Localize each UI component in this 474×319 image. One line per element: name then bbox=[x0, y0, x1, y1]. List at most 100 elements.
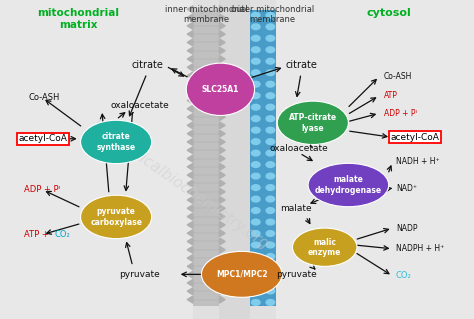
Circle shape bbox=[252, 185, 260, 190]
Text: malate: malate bbox=[281, 204, 312, 213]
Text: inner mitochondrial
membrane: inner mitochondrial membrane bbox=[165, 5, 247, 24]
Polygon shape bbox=[187, 279, 193, 286]
Polygon shape bbox=[219, 188, 225, 195]
Circle shape bbox=[252, 58, 260, 64]
Polygon shape bbox=[219, 80, 225, 87]
Polygon shape bbox=[187, 105, 193, 112]
Polygon shape bbox=[187, 72, 193, 79]
Polygon shape bbox=[187, 89, 193, 96]
Polygon shape bbox=[187, 230, 193, 237]
Circle shape bbox=[252, 265, 260, 271]
Text: Co-ASH: Co-ASH bbox=[28, 93, 60, 102]
Circle shape bbox=[266, 93, 274, 99]
Polygon shape bbox=[219, 263, 225, 270]
Polygon shape bbox=[219, 255, 225, 262]
Circle shape bbox=[252, 35, 260, 41]
Circle shape bbox=[266, 173, 274, 179]
Circle shape bbox=[252, 300, 260, 305]
Text: ATP: ATP bbox=[384, 91, 398, 100]
Text: malic
enzyme: malic enzyme bbox=[308, 238, 341, 257]
Circle shape bbox=[266, 81, 274, 87]
Circle shape bbox=[252, 81, 260, 87]
Circle shape bbox=[266, 162, 274, 167]
Polygon shape bbox=[187, 122, 193, 129]
Text: cytosol: cytosol bbox=[366, 8, 411, 18]
Polygon shape bbox=[219, 6, 225, 13]
Polygon shape bbox=[187, 56, 193, 63]
Circle shape bbox=[252, 173, 260, 179]
Polygon shape bbox=[187, 130, 193, 137]
Circle shape bbox=[252, 254, 260, 259]
Circle shape bbox=[266, 265, 274, 271]
Polygon shape bbox=[219, 72, 225, 79]
Circle shape bbox=[266, 116, 274, 122]
Polygon shape bbox=[219, 56, 225, 63]
Bar bbox=[193, 10, 219, 306]
Polygon shape bbox=[219, 22, 225, 29]
Ellipse shape bbox=[308, 163, 389, 207]
Circle shape bbox=[252, 219, 260, 225]
Circle shape bbox=[252, 196, 260, 202]
Text: MPC1/MPC2: MPC1/MPC2 bbox=[216, 270, 267, 279]
Circle shape bbox=[266, 300, 274, 305]
Circle shape bbox=[252, 24, 260, 30]
Polygon shape bbox=[187, 255, 193, 262]
Polygon shape bbox=[187, 288, 193, 295]
Polygon shape bbox=[187, 39, 193, 46]
Polygon shape bbox=[187, 163, 193, 170]
Circle shape bbox=[266, 208, 274, 213]
Text: citrate: citrate bbox=[131, 60, 163, 70]
Polygon shape bbox=[187, 80, 193, 87]
Polygon shape bbox=[219, 213, 225, 220]
Polygon shape bbox=[219, 31, 225, 38]
Polygon shape bbox=[219, 271, 225, 278]
Circle shape bbox=[266, 104, 274, 110]
Circle shape bbox=[252, 47, 260, 53]
Polygon shape bbox=[219, 246, 225, 253]
Polygon shape bbox=[187, 213, 193, 220]
Polygon shape bbox=[187, 147, 193, 154]
Circle shape bbox=[266, 231, 274, 236]
Polygon shape bbox=[219, 288, 225, 295]
Polygon shape bbox=[219, 155, 225, 162]
Circle shape bbox=[266, 196, 274, 202]
Polygon shape bbox=[187, 296, 193, 303]
Polygon shape bbox=[219, 279, 225, 286]
Text: NADH + H⁺: NADH + H⁺ bbox=[396, 157, 439, 166]
Polygon shape bbox=[187, 205, 193, 212]
Polygon shape bbox=[187, 180, 193, 187]
Polygon shape bbox=[219, 130, 225, 137]
Polygon shape bbox=[187, 238, 193, 245]
Ellipse shape bbox=[186, 63, 255, 115]
Text: CO₂: CO₂ bbox=[396, 271, 411, 280]
Polygon shape bbox=[187, 155, 193, 162]
Polygon shape bbox=[219, 122, 225, 129]
Polygon shape bbox=[219, 221, 225, 228]
Polygon shape bbox=[187, 31, 193, 38]
Circle shape bbox=[252, 93, 260, 99]
Polygon shape bbox=[219, 172, 225, 179]
Circle shape bbox=[266, 139, 274, 145]
Polygon shape bbox=[187, 188, 193, 195]
Polygon shape bbox=[219, 114, 225, 121]
Text: themedicalbiochemistry.org: themedicalbiochemistry.org bbox=[89, 118, 272, 252]
Circle shape bbox=[252, 104, 260, 110]
Text: citrate: citrate bbox=[285, 60, 317, 70]
Polygon shape bbox=[187, 246, 193, 253]
Circle shape bbox=[266, 219, 274, 225]
Ellipse shape bbox=[81, 195, 152, 239]
Polygon shape bbox=[219, 39, 225, 46]
Circle shape bbox=[252, 208, 260, 213]
Text: malate
dehydrogenase: malate dehydrogenase bbox=[315, 175, 382, 195]
Text: pyruvate
carboxylase: pyruvate carboxylase bbox=[90, 207, 142, 226]
Polygon shape bbox=[187, 138, 193, 145]
Polygon shape bbox=[219, 230, 225, 237]
Polygon shape bbox=[187, 22, 193, 29]
Circle shape bbox=[252, 231, 260, 236]
Text: ADP + Pᴵ: ADP + Pᴵ bbox=[24, 185, 60, 194]
Ellipse shape bbox=[277, 101, 348, 145]
Circle shape bbox=[266, 150, 274, 156]
Bar bbox=[276, 0, 474, 319]
Text: ATP +: ATP + bbox=[24, 230, 51, 239]
Text: NAD⁺: NAD⁺ bbox=[396, 184, 417, 193]
